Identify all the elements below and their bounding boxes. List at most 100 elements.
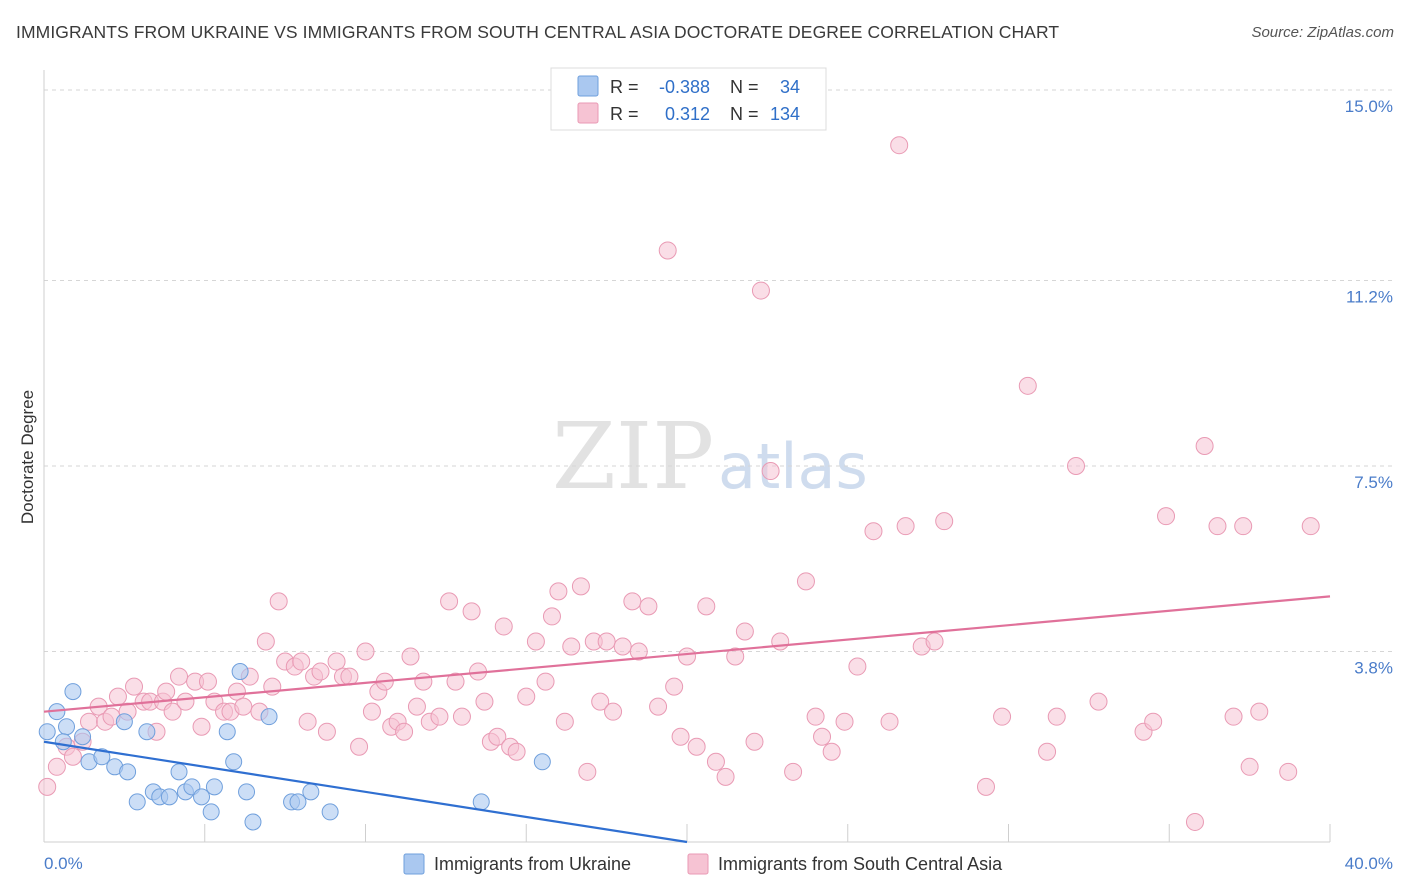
sca-point <box>494 617 513 636</box>
x-ticks <box>43 824 1331 842</box>
sca-point <box>813 727 832 746</box>
sca-point <box>47 757 66 776</box>
sca-point <box>440 592 459 611</box>
sca-point <box>170 667 189 686</box>
sca-point <box>430 707 449 726</box>
y-tick-labels: 3.8% 7.5% 11.2% 15.0% <box>1345 97 1393 677</box>
ukraine-point <box>302 783 320 801</box>
legend: R = -0.388 N = 34 R = 0.312 N = 134 <box>550 67 827 131</box>
watermark: ZIP atlas <box>552 403 868 510</box>
sca-point <box>163 702 182 721</box>
ukraine-point <box>231 663 249 681</box>
y-tick-label: 7.5% <box>1354 473 1393 492</box>
sca-point <box>507 742 526 761</box>
sca-point <box>80 712 99 731</box>
sca-point <box>896 517 915 536</box>
sca-point <box>462 602 481 621</box>
sca-point <box>890 136 909 155</box>
ukraine-point <box>321 803 339 821</box>
sca-trendline <box>43 595 1331 713</box>
series-south-central-asia <box>38 136 1320 831</box>
ukraine-point <box>58 718 76 736</box>
sca-point <box>925 632 944 651</box>
sca-point <box>1250 702 1269 721</box>
sca-point <box>292 652 311 671</box>
sca-point <box>784 762 803 781</box>
sca-point <box>234 697 253 716</box>
legend-r-value-1: -0.388 <box>659 77 710 97</box>
ukraine-point <box>138 723 156 741</box>
sca-point <box>597 632 616 651</box>
sca-point <box>298 712 317 731</box>
sca-point <box>578 762 597 781</box>
y-axis-title: Doctorate Degree <box>18 390 37 524</box>
ukraine-point <box>205 778 223 796</box>
ukraine-point <box>193 788 211 806</box>
sca-point <box>658 241 677 260</box>
sca-point <box>716 767 735 786</box>
sca-point <box>488 727 507 746</box>
legend-n-value-2: 134 <box>770 104 800 124</box>
legend-swatch-ukraine <box>577 75 599 97</box>
sca-point <box>526 632 545 651</box>
sca-point <box>63 747 82 766</box>
sca-point <box>571 577 590 596</box>
sca-point <box>771 632 790 651</box>
sca-point <box>1224 707 1243 726</box>
sca-point <box>1018 376 1037 395</box>
legend-r-value-2: 0.312 <box>665 104 710 124</box>
sca-point <box>452 707 471 726</box>
sca-point <box>835 712 854 731</box>
sca-point <box>414 672 433 691</box>
ukraine-point <box>244 813 262 831</box>
sca-point <box>993 707 1012 726</box>
sca-point <box>108 687 127 706</box>
sca-point <box>536 672 555 691</box>
bottom-legend-swatch-ukraine <box>403 853 425 875</box>
y-tick-label: 3.8% <box>1354 659 1393 678</box>
legend-r-label-2: R = <box>610 104 639 124</box>
sca-point <box>198 672 217 691</box>
sca-point <box>806 707 825 726</box>
x-tick-label-min: 0.0% <box>44 854 83 873</box>
sca-point <box>976 777 995 796</box>
sca-point <box>697 597 716 616</box>
ukraine-point <box>54 733 72 751</box>
y-tick-label: 11.2% <box>1346 288 1393 307</box>
sca-point <box>687 737 706 756</box>
sca-point <box>542 607 561 626</box>
sca-point <box>1185 812 1204 831</box>
sca-point <box>446 672 465 691</box>
legend-n-label-1: N = <box>730 77 759 97</box>
sca-point <box>1067 457 1086 476</box>
sca-point <box>880 712 899 731</box>
watermark-zip: ZIP <box>552 403 714 510</box>
sca-point <box>1279 762 1298 781</box>
sca-point <box>751 281 770 300</box>
sca-point <box>1240 757 1259 776</box>
sca-point <box>591 692 610 711</box>
ukraine-point <box>160 788 178 806</box>
sca-point <box>157 682 176 701</box>
x-tick-label-max: 40.0% <box>1345 854 1393 873</box>
ukraine-point <box>128 793 146 811</box>
sca-point <box>350 737 369 756</box>
sca-point <box>735 622 754 641</box>
sca-point <box>1301 517 1320 536</box>
sca-point <box>407 697 426 716</box>
ukraine-point <box>74 728 92 746</box>
sca-point <box>706 752 725 771</box>
sca-point <box>311 662 330 681</box>
sca-point <box>671 727 690 746</box>
sca-point <box>192 717 211 736</box>
sca-point <box>1157 507 1176 526</box>
sca-point <box>639 597 658 616</box>
sca-point <box>317 722 336 741</box>
trendlines <box>43 595 1331 844</box>
sca-point <box>649 697 668 716</box>
sca-point <box>227 682 246 701</box>
sca-point <box>604 702 623 721</box>
sca-point <box>269 592 288 611</box>
sca-point <box>38 777 57 796</box>
